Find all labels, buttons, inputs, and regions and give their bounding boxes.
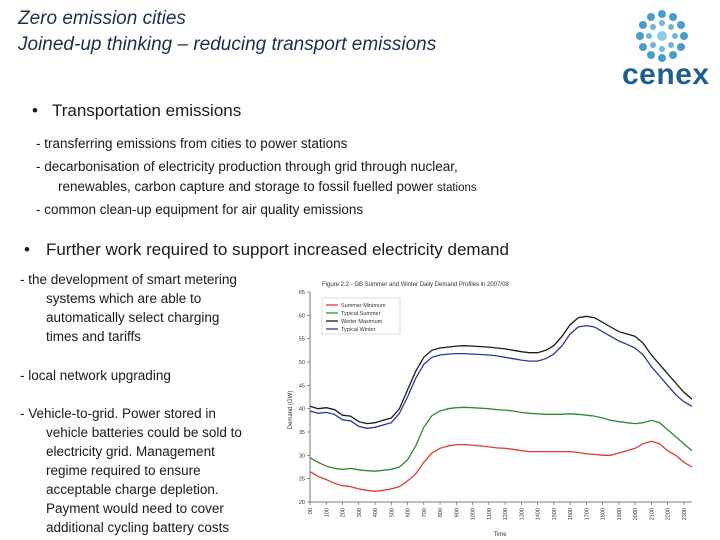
x-tick-label: 900	[454, 508, 460, 517]
bullet-dot: •	[32, 101, 38, 120]
chart-title: Figure 2.2 - GB Summer and Winter Daily …	[322, 282, 509, 288]
v2g-text: - Vehicle-to-grid. Power stored in vehic…	[20, 404, 290, 537]
bullet-heading: Transportation emissions	[51, 101, 242, 120]
x-tick-label: 800	[438, 508, 444, 517]
sub-item-2-cont-small: stations	[437, 182, 477, 194]
text-line: times and tariffs	[46, 329, 142, 344]
sub-item-1: - transferring emissions from cities to …	[36, 136, 348, 151]
chart-legend	[321, 297, 401, 335]
local-network-text: - local network upgrading	[20, 366, 290, 385]
x-tick-label: 400	[373, 508, 379, 517]
chart-y-axis-label: Demand (GW)	[288, 391, 294, 430]
bullet-dot: •	[24, 240, 30, 259]
text-line: automatically select charging	[46, 310, 220, 325]
text-line: electricity grid. Management	[46, 444, 215, 459]
series-line	[309, 324, 693, 429]
text-line: systems which are able to	[46, 291, 202, 306]
title-line-1: Zero emission cities	[18, 8, 186, 29]
y-tick-label: 20	[299, 500, 305, 506]
y-tick-label: 35	[299, 430, 305, 436]
y-tick-label: 25	[299, 477, 305, 483]
y-tick-label: 45	[299, 383, 305, 389]
bullet-further-work: • Further work required to support increa…	[24, 240, 509, 260]
series-line	[309, 406, 693, 472]
sub-item-2-cont-text: renewables, carbon capture and storage t…	[58, 179, 434, 194]
x-tick-label: 2200	[666, 508, 672, 520]
legend-label: Typical Winter	[341, 327, 376, 333]
x-tick-label: 600	[406, 508, 412, 517]
smart-metering-text: - the development of smart metering syst…	[20, 270, 290, 346]
series-line	[309, 440, 693, 492]
y-tick-label: 40	[299, 407, 305, 413]
x-tick-label: 2000	[633, 508, 639, 520]
x-tick-label: 1500	[552, 508, 558, 520]
sub-item-2-cont: renewables, carbon capture and storage t…	[58, 178, 477, 197]
x-tick-label: 1800	[601, 508, 607, 520]
logo-text: cenex	[622, 58, 710, 91]
legend-label: Winter Maximum	[341, 319, 383, 325]
x-tick-label: 1000	[471, 508, 477, 520]
chart-x-axis-label: Time	[493, 532, 507, 538]
y-tick-label: 55	[299, 337, 305, 343]
x-tick-label: 1700	[584, 508, 590, 520]
x-tick-label: 500	[389, 508, 395, 517]
text-line: - the development of smart metering	[20, 272, 237, 287]
bullet-heading: Further work required to support increas…	[45, 240, 509, 259]
series-line	[309, 315, 693, 425]
text-line: - Vehicle-to-grid. Power stored in	[20, 406, 216, 421]
x-tick-label: 1600	[568, 508, 574, 520]
x-tick-label: 2100	[649, 508, 655, 520]
cenex-logo-icon	[636, 10, 688, 62]
text-line: Payment would need to cover	[46, 501, 224, 516]
x-tick-label: 1400	[536, 508, 542, 520]
y-tick-label: 60	[299, 313, 305, 319]
title-line-2: Joined-up thinking – reducing transport …	[18, 34, 437, 55]
y-tick-label: 50	[299, 360, 305, 366]
text-line: regime required to ensure	[46, 463, 201, 478]
y-tick-label: 65	[299, 290, 305, 296]
text-line: - local network upgrading	[20, 368, 171, 383]
x-tick-label: 1100	[487, 508, 493, 520]
x-tick-label: 100	[324, 508, 330, 517]
x-tick-label: 2300	[682, 508, 688, 520]
text-line: vehicle batteries could be sold to	[46, 425, 242, 440]
slide-title: Zero emission cities Joined-up thinking …	[18, 6, 436, 58]
x-tick-label: 200	[341, 508, 347, 517]
x-tick-label: 300	[357, 508, 363, 517]
demand-profile-chart: Figure 2.2 - GB Summer and Winter Daily …	[288, 282, 693, 538]
bullet-transport-emissions: • Transportation emissions	[32, 101, 241, 121]
x-tick-label: 00	[308, 508, 314, 514]
text-line: additional cycling battery costs	[46, 520, 230, 535]
y-tick-label: 30	[299, 453, 305, 459]
legend-label: Summer Minimum	[341, 303, 386, 309]
x-tick-label: 700	[422, 508, 428, 517]
sub-item-3: - common clean-up equipment for air qual…	[36, 202, 364, 217]
x-tick-label: 1200	[503, 508, 509, 520]
x-tick-label: 1900	[617, 508, 623, 520]
text-line: acceptable charge depletion.	[46, 482, 219, 497]
x-tick-label: 1300	[519, 508, 525, 520]
legend-label: Typical Summer	[341, 311, 381, 317]
sub-item-2: - decarbonisation of electricity product…	[36, 159, 458, 174]
